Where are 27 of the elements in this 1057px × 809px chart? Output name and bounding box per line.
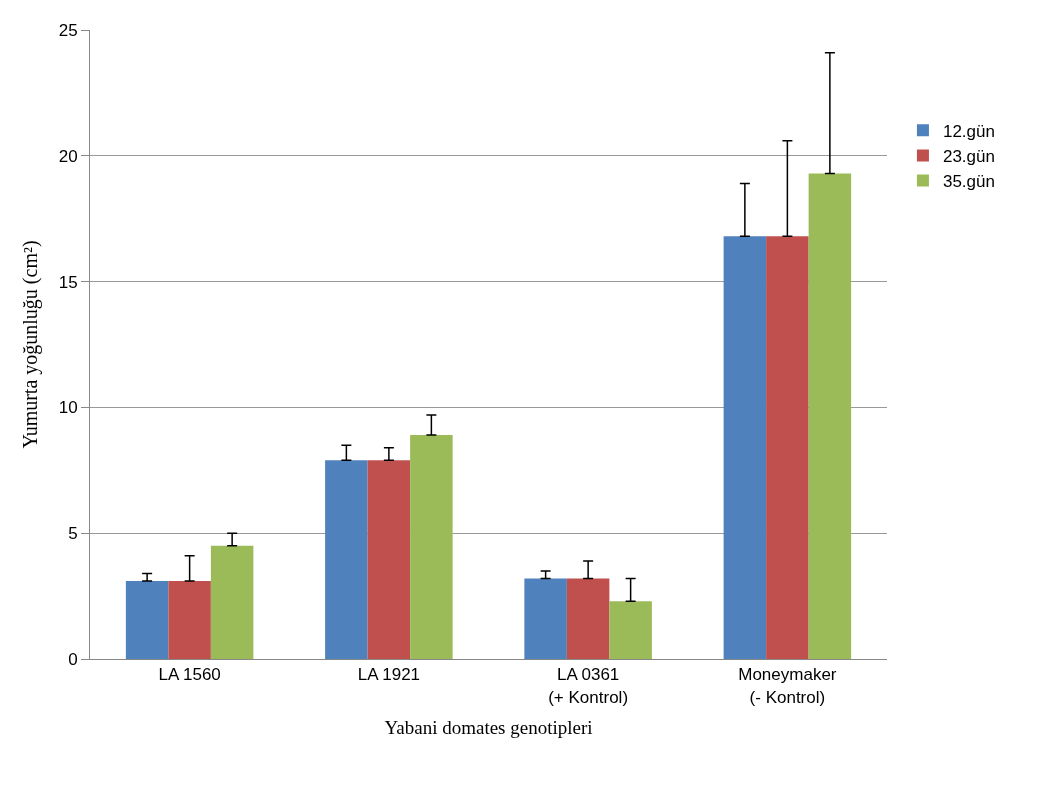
bar (524, 578, 567, 659)
y-axis-title: Yumurta yoğunluğu (cm²) (19, 240, 43, 449)
x-axis-title: Yabani domates genotipleri (384, 717, 593, 739)
bar (168, 581, 211, 659)
y-tick-label: 5 (68, 524, 78, 544)
y-tick-label: 15 (58, 272, 78, 292)
bar (410, 435, 453, 659)
y-tick-label: 10 (58, 398, 78, 418)
bar (566, 578, 610, 659)
x-tick-label: LA 1560 (158, 665, 221, 685)
bar (325, 460, 368, 659)
y-tick-label: 20 (58, 146, 78, 166)
bar (808, 173, 852, 659)
bar (125, 581, 169, 659)
x-tick-label: LA 1921 (357, 665, 421, 685)
legend-label: 12.gün (942, 121, 995, 141)
x-tick-label: LA 0361 (+ Kontrol) (548, 665, 629, 707)
bar (367, 460, 411, 659)
bar (766, 236, 809, 659)
legend-label: 35.gün (942, 172, 995, 192)
bar (609, 601, 652, 659)
legend-label: 23.gün (942, 147, 995, 167)
bar (723, 236, 767, 659)
y-tick-label: 0 (68, 649, 78, 669)
bar (210, 545, 254, 659)
x-tick-label: Moneymaker (- Kontrol) (738, 665, 837, 707)
y-tick-label: 25 (58, 20, 78, 40)
